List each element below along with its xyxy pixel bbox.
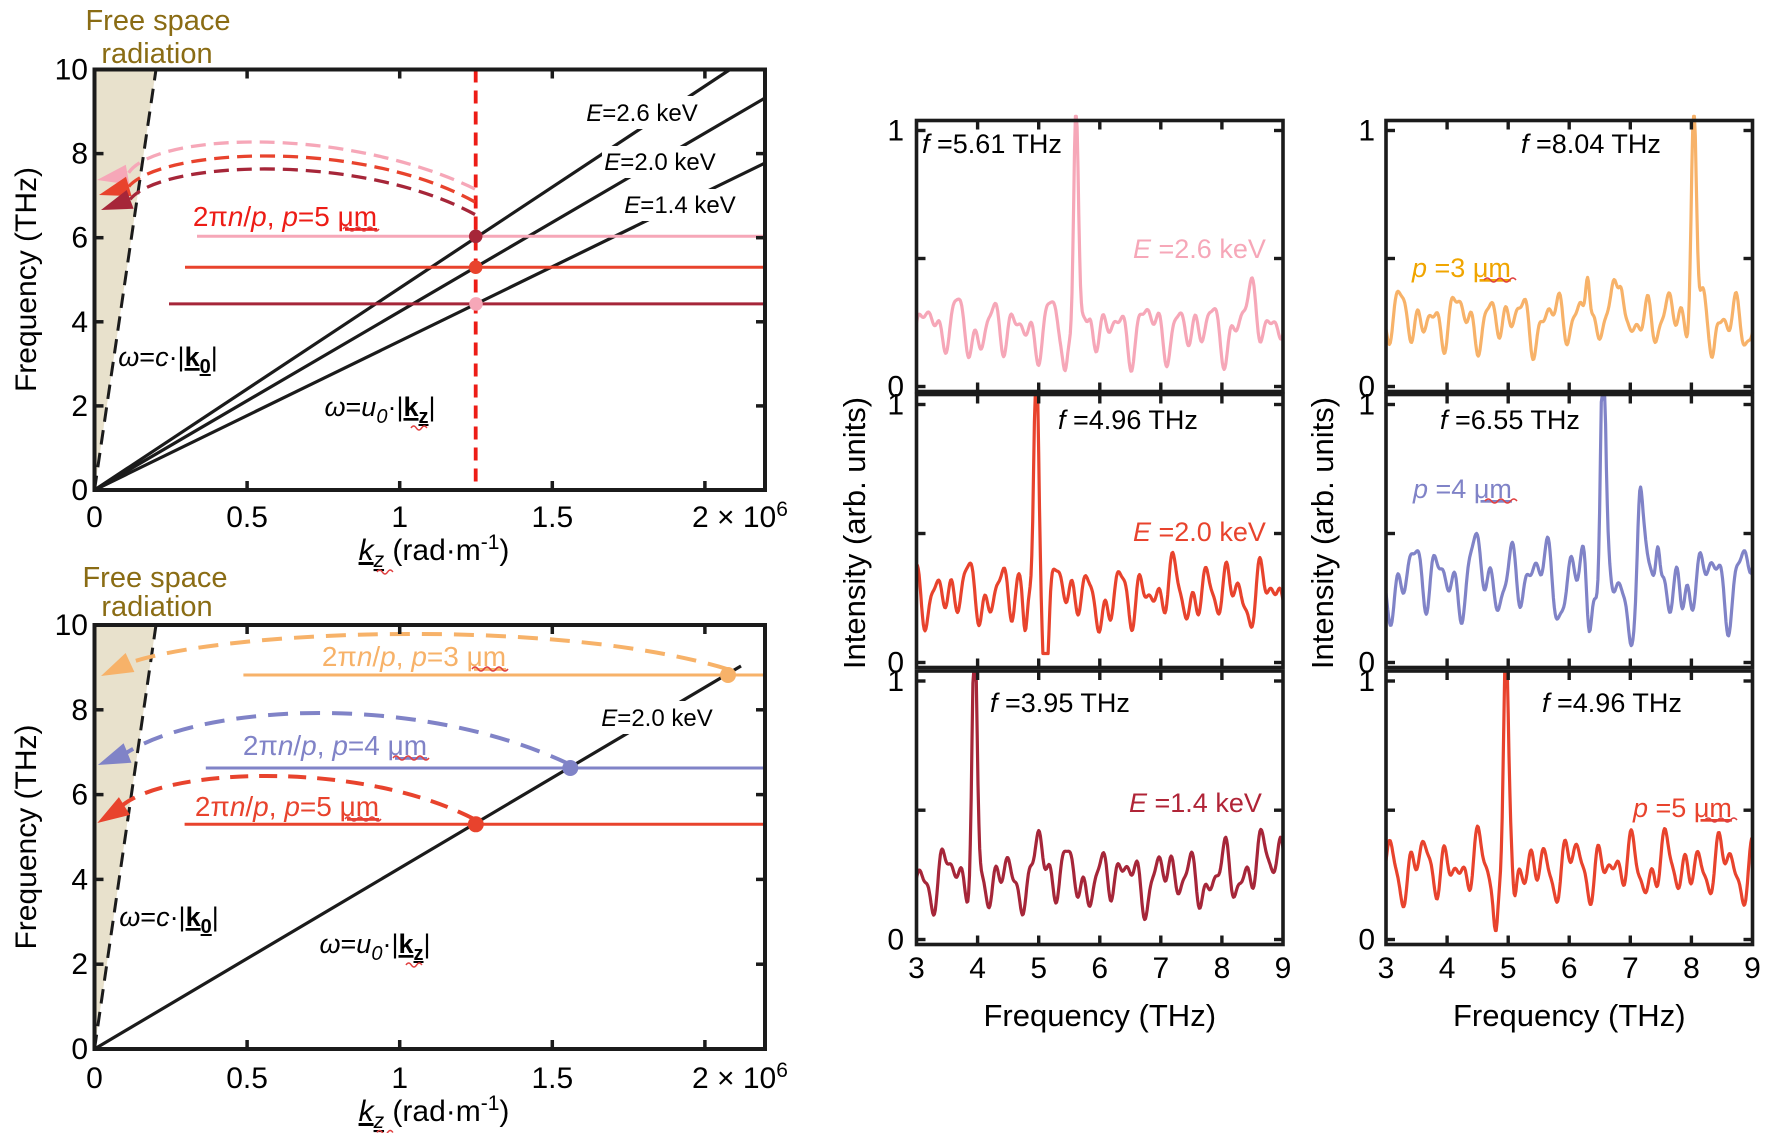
svg-text:0: 0	[887, 924, 904, 957]
svg-text:10: 10	[55, 54, 88, 87]
svg-text:2: 2	[71, 948, 88, 981]
svg-text:ω=c·|k0|: ω=c·|k0|	[118, 342, 218, 378]
svg-text:6: 6	[1561, 952, 1578, 985]
svg-text:f =3.95 THz: f =3.95 THz	[990, 688, 1130, 718]
svg-text:1: 1	[887, 389, 904, 422]
svg-text:8: 8	[1214, 952, 1231, 985]
svg-text:2πn/p, p=3 μm: 2πn/p, p=3 μm	[322, 641, 506, 672]
svg-text:E=2.0 keV: E=2.0 keV	[604, 149, 715, 176]
svg-text:9: 9	[1744, 952, 1761, 985]
svg-text:f =8.04 THz: f =8.04 THz	[1521, 129, 1661, 159]
svg-text:4: 4	[1439, 952, 1456, 985]
svg-text:3: 3	[908, 952, 925, 985]
svg-text:radiation: radiation	[101, 38, 212, 70]
svg-text:E =1.4 keV: E =1.4 keV	[1129, 788, 1262, 818]
svg-text:2 × 106: 2 × 106	[692, 498, 788, 534]
svg-text:1: 1	[1358, 389, 1375, 422]
svg-text:8: 8	[71, 694, 88, 727]
svg-text:radiation: radiation	[101, 591, 212, 623]
svg-text:9: 9	[1275, 952, 1292, 985]
svg-text:3: 3	[1378, 952, 1395, 985]
svg-text:Intensity (arb. units): Intensity (arb. units)	[837, 397, 872, 669]
svg-text:0.5: 0.5	[226, 1062, 268, 1095]
svg-text:0.5: 0.5	[226, 501, 268, 534]
svg-text:p =5 μm: p =5 μm	[1632, 793, 1732, 823]
svg-text:Frequency (THz): Frequency (THz)	[1453, 998, 1686, 1033]
svg-text:f =4.96 THz: f =4.96 THz	[1058, 405, 1198, 435]
svg-text:6: 6	[1091, 952, 1108, 985]
svg-text:2πn/p, p=5 μm: 2πn/p, p=5 μm	[193, 201, 377, 232]
svg-text:f =5.61 THz: f =5.61 THz	[922, 129, 1062, 159]
svg-text:E =2.0 keV: E =2.0 keV	[1133, 517, 1266, 547]
svg-text:7: 7	[1622, 952, 1639, 985]
svg-text:5: 5	[1030, 952, 1047, 985]
svg-text:1: 1	[1358, 115, 1375, 148]
svg-text:kz (rad·m-1): kz (rad·m-1)	[359, 531, 510, 572]
svg-text:0: 0	[887, 647, 904, 680]
svg-text:0: 0	[887, 371, 904, 404]
svg-text:E =2.6 keV: E =2.6 keV	[1133, 234, 1266, 264]
svg-text:0: 0	[86, 1062, 103, 1095]
svg-text:E=2.6 keV: E=2.6 keV	[586, 100, 697, 127]
svg-text:Free space: Free space	[85, 5, 230, 37]
svg-text:1: 1	[391, 1062, 408, 1095]
svg-text:kz (rad·m-1): kz (rad·m-1)	[359, 1092, 510, 1133]
svg-text:4: 4	[71, 863, 88, 896]
svg-text:f =6.55 THz: f =6.55 THz	[1440, 405, 1580, 435]
svg-text:E=1.4 keV: E=1.4 keV	[624, 192, 735, 219]
svg-text:1: 1	[391, 501, 408, 534]
svg-text:f =4.96 THz: f =4.96 THz	[1542, 688, 1682, 718]
svg-text:2πn/p, p=5 μm: 2πn/p, p=5 μm	[195, 791, 379, 822]
svg-text:1: 1	[887, 115, 904, 148]
svg-text:1.5: 1.5	[531, 1062, 573, 1095]
svg-text:8: 8	[71, 138, 88, 171]
svg-text:1.5: 1.5	[531, 501, 573, 534]
svg-text:0: 0	[71, 474, 88, 507]
svg-text:Frequency (THz): Frequency (THz)	[10, 167, 43, 392]
svg-text:8: 8	[1683, 952, 1700, 985]
svg-text:0: 0	[1358, 371, 1375, 404]
svg-text:Frequency (THz): Frequency (THz)	[10, 724, 43, 949]
svg-text:0: 0	[1358, 924, 1375, 957]
svg-text:E=2.0 keV: E=2.0 keV	[601, 705, 712, 732]
svg-text:1: 1	[1358, 665, 1375, 698]
svg-text:Frequency (THz): Frequency (THz)	[983, 998, 1216, 1033]
svg-text:0: 0	[1358, 647, 1375, 680]
svg-text:2 × 106: 2 × 106	[692, 1059, 788, 1095]
svg-text:7: 7	[1152, 952, 1169, 985]
svg-text:p =3 μm: p =3 μm	[1411, 253, 1511, 283]
svg-text:2: 2	[71, 390, 88, 423]
svg-text:2πn/p, p=4 μm: 2πn/p, p=4 μm	[243, 730, 427, 761]
svg-text:p =4 μm: p =4 μm	[1412, 474, 1512, 504]
svg-text:4: 4	[71, 306, 88, 339]
svg-text:1: 1	[887, 665, 904, 698]
svg-text:4: 4	[969, 952, 986, 985]
svg-text:6: 6	[71, 222, 88, 255]
svg-text:0: 0	[71, 1033, 88, 1066]
svg-text:Free space: Free space	[82, 562, 227, 594]
svg-text:6: 6	[71, 779, 88, 812]
svg-text:Intensity (arb. units): Intensity (arb. units)	[1305, 397, 1340, 669]
svg-text:10: 10	[55, 609, 88, 642]
svg-text:0: 0	[86, 501, 103, 534]
svg-text:5: 5	[1500, 952, 1517, 985]
